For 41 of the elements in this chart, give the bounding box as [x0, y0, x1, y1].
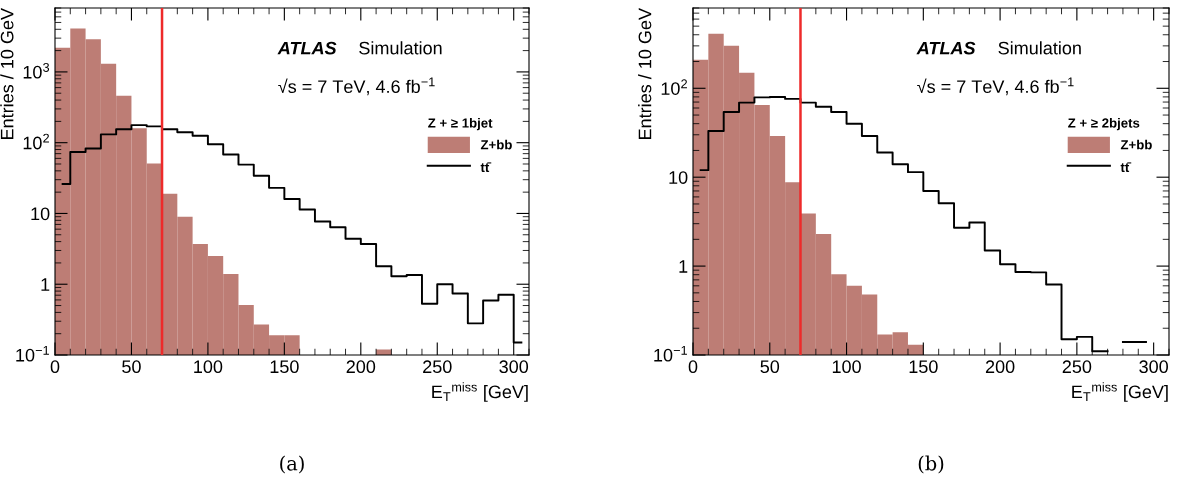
y-axis-title: Entries / 10 GeV: [638, 8, 652, 139]
legend-title: Z + ≥ 1bjet: [428, 117, 493, 131]
y-tick-label: 10: [31, 207, 50, 221]
x-tick-label: 50: [122, 360, 141, 374]
legend-label: tt̄: [1120, 162, 1132, 173]
legend-label: Z+bb: [480, 139, 512, 150]
x-tick-label: 200: [346, 360, 376, 374]
annotation: ATLAS: [916, 41, 976, 55]
x-tick-label: 0: [50, 360, 60, 374]
x-tick-label: 300: [499, 360, 529, 374]
legend-label: Z+bb: [1120, 139, 1152, 150]
y-tick-label: 10$^{−1}$: [654, 346, 687, 362]
x-tick-label: 250: [1062, 360, 1092, 374]
annotation: Simulation: [998, 41, 1081, 55]
legend-label: tt̄: [480, 162, 492, 173]
x-tick-label: 250: [423, 360, 452, 374]
x-tick-label: 300: [1139, 360, 1168, 374]
x-tick-label: 0: [688, 360, 698, 374]
y-tick-label: 10$^{3}$: [23, 62, 50, 79]
text: (b): [918, 455, 944, 474]
x-tick-label: 50: [760, 360, 780, 374]
text: (a): [280, 455, 304, 474]
x-tick-label: 100: [194, 360, 223, 374]
x-tick-label: 150: [909, 360, 938, 374]
annotation: Simulation: [359, 41, 442, 55]
y-tick-label: 10$^{2}$: [23, 133, 49, 150]
y-tick-label: 10: [669, 171, 688, 184]
y-axis-title: Entries / 10 GeV: [0, 8, 14, 139]
x-tick-label: 150: [270, 360, 299, 374]
y-tick-label: 10$^{−1}$: [16, 346, 49, 362]
x-axis-title: E$_{T}$$^{miss}$ [GeV]: [432, 382, 528, 402]
annotation: ATLAS: [277, 41, 337, 55]
x-tick-label: 200: [985, 360, 1015, 374]
y-tick-label: 10$^{2}$: [661, 79, 687, 95]
annotation: √s = 7 TeV, 4.6 fb$^{−1}$: [917, 77, 1074, 96]
x-axis-title: E$_{T}$$^{miss}$ [GeV]: [1072, 382, 1168, 402]
annotation: √s = 7 TeV, 4.6 fb$^{−1}$: [278, 77, 435, 96]
y-tick-label: 1: [41, 278, 50, 291]
legend-title: Z + ≥ 2bjets: [1068, 117, 1140, 131]
x-tick-label: 100: [832, 360, 861, 374]
y-tick-label: 1: [679, 260, 688, 273]
